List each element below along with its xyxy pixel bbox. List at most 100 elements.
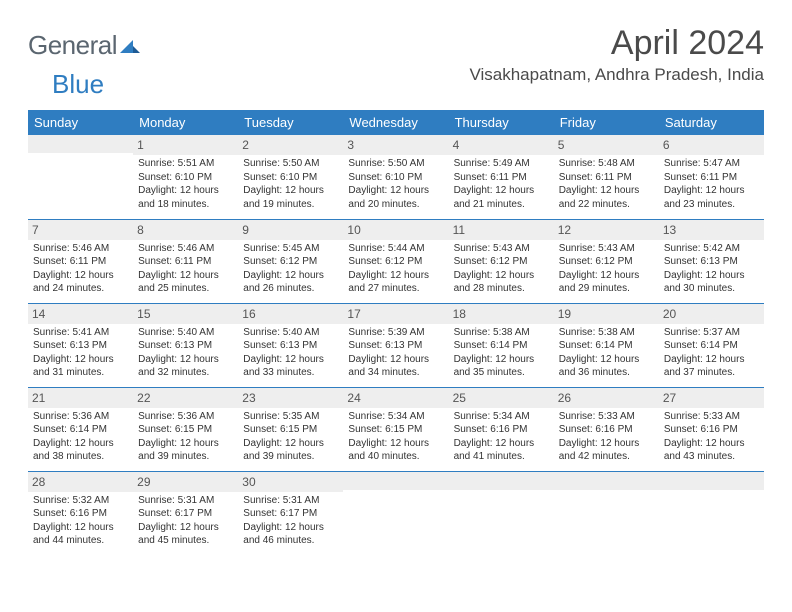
day-info-line: Sunrise: 5:40 AM	[243, 326, 338, 340]
day-info-line: Daylight: 12 hours	[559, 184, 654, 198]
day-info-line: and 38 minutes.	[33, 450, 128, 464]
day-info-line: Sunrise: 5:48 AM	[559, 157, 654, 171]
location: Visakhapatnam, Andhra Pradesh, India	[469, 65, 764, 85]
day-info-line: and 20 minutes.	[348, 198, 443, 212]
logo-word-2: Blue	[52, 69, 104, 99]
day-cell: 25Sunrise: 5:34 AMSunset: 6:16 PMDayligh…	[449, 387, 554, 471]
day-number: 5	[554, 135, 659, 155]
day-info-line: and 29 minutes.	[559, 282, 654, 296]
day-info-line: and 43 minutes.	[664, 450, 759, 464]
day-number: 26	[554, 388, 659, 408]
day-info-line: Sunset: 6:14 PM	[664, 339, 759, 353]
week-row: 7 Sunrise: 5:46 AMSunset: 6:11 PM Daylight…	[28, 219, 764, 303]
day-info-line: Sunset: 6:15 PM	[138, 423, 233, 437]
day-number: 27	[659, 388, 764, 408]
day-number: 12	[554, 220, 659, 240]
day-cell: 2Sunrise: 5:50 AMSunset: 6:10 PMDaylight…	[238, 135, 343, 219]
week-row: 28Sunrise: 5:32 AMSunset: 6:16 PMDayligh…	[28, 471, 764, 555]
day-number: 8	[133, 220, 238, 240]
week-row: 1Sunrise: 5:51 AMSunset: 6:10 PMDaylight…	[28, 135, 764, 219]
day-number: 21	[28, 388, 133, 408]
day-number: 10	[343, 220, 448, 240]
col-monday: Monday	[133, 110, 238, 135]
col-sunday: Sunday	[28, 110, 133, 135]
day-info-line: Sunset: 6:13 PM	[664, 255, 759, 269]
day-info-line: Sunrise: 5:34 AM	[454, 410, 549, 424]
col-wednesday: Wednesday	[343, 110, 448, 135]
day-cell	[659, 471, 764, 555]
day-info-line: Sunset: 6:13 PM	[348, 339, 443, 353]
day-info-line: Sunset: 6:11 PM	[33, 255, 128, 269]
day-cell: 7Sunrise: 5:46 AMSunset: 6:11 PMDaylight…	[28, 219, 133, 303]
day-number: 22	[133, 388, 238, 408]
day-number: 9	[238, 220, 343, 240]
day-cell: 9Sunrise: 5:45 AMSunset: 6:12 PMDaylight…	[238, 219, 343, 303]
day-cell	[28, 135, 133, 219]
day-info-line: and 46 minutes.	[243, 534, 338, 548]
day-info-line: and 23 minutes.	[664, 198, 759, 212]
day-number: 28	[28, 472, 133, 492]
col-thursday: Thursday	[449, 110, 554, 135]
day-number: 20	[659, 304, 764, 324]
day-info-line: and 22 minutes.	[559, 198, 654, 212]
day-info-line: Daylight: 12 hours	[454, 269, 549, 283]
day-info-line: Daylight: 12 hours	[243, 353, 338, 367]
day-number: 7	[28, 220, 133, 240]
day-info-line: Sunset: 6:12 PM	[559, 255, 654, 269]
day-cell: 17Sunrise: 5:39 AMSunset: 6:13 PMDayligh…	[343, 303, 448, 387]
logo: General	[28, 24, 143, 61]
day-info-line: and 34 minutes.	[348, 366, 443, 380]
day-info-line: and 25 minutes.	[138, 282, 233, 296]
day-info-line: Sunset: 6:13 PM	[138, 339, 233, 353]
day-info-line: Daylight: 12 hours	[243, 184, 338, 198]
day-info-line: Sunset: 6:16 PM	[664, 423, 759, 437]
day-info-line: Sunrise: 5:36 AM	[138, 410, 233, 424]
day-info-line: Sunrise: 5:50 AM	[348, 157, 443, 171]
day-info-line: Sunset: 6:11 PM	[559, 171, 654, 185]
week-row: 14Sunrise: 5:41 AMSunset: 6:13 PMDayligh…	[28, 303, 764, 387]
day-info-line: Sunrise: 5:46 AM	[33, 242, 128, 256]
day-info-line: Daylight: 12 hours	[559, 437, 654, 451]
day-cell: 29Sunrise: 5:31 AMSunset: 6:17 PMDayligh…	[133, 471, 238, 555]
day-info-line: Sunrise: 5:44 AM	[348, 242, 443, 256]
day-cell: 5 Sunrise: 5:48 AMSunset: 6:11 PMDaylight…	[554, 135, 659, 219]
day-info-line: Sunset: 6:12 PM	[454, 255, 549, 269]
day-info-line: Sunrise: 5:43 AM	[559, 242, 654, 256]
day-number	[28, 135, 133, 153]
day-info-line: and 28 minutes.	[454, 282, 549, 296]
day-cell: 12Sunrise: 5:43 AMSunset: 6:12 PMDayligh…	[554, 219, 659, 303]
day-cell: 28Sunrise: 5:32 AMSunset: 6:16 PMDayligh…	[28, 471, 133, 555]
day-info-line: Sunset: 6:10 PM	[138, 171, 233, 185]
day-info-line: Daylight: 12 hours	[138, 184, 233, 198]
day-info-line: and 35 minutes.	[454, 366, 549, 380]
day-cell: 3Sunrise: 5:50 AMSunset: 6:10 PMDaylight…	[343, 135, 448, 219]
day-info-line: Daylight: 12 hours	[138, 521, 233, 535]
day-info-line: Sunrise: 5:40 AM	[138, 326, 233, 340]
day-cell: 27Sunrise: 5:33 AMSunset: 6:16 PMDayligh…	[659, 387, 764, 471]
day-info-line: Sunset: 6:13 PM	[243, 339, 338, 353]
day-number	[554, 472, 659, 490]
day-cell: 24Sunrise: 5:34 AMSunset: 6:15 PMDayligh…	[343, 387, 448, 471]
day-info-line: Sunset: 6:17 PM	[138, 507, 233, 521]
day-info-line: Daylight: 12 hours	[454, 437, 549, 451]
title-block: April 2024 Visakhapatnam, Andhra Pradesh…	[469, 24, 764, 85]
day-info-line: Sunrise: 5:41 AM	[33, 326, 128, 340]
day-info-line: Sunrise: 5:38 AM	[559, 326, 654, 340]
day-info-line: Daylight: 12 hours	[664, 269, 759, 283]
day-number: 4	[449, 135, 554, 155]
day-info-line: Sunset: 6:10 PM	[348, 171, 443, 185]
day-info-line: Sunset: 6:17 PM	[243, 507, 338, 521]
week-row: 21Sunrise: 5:36 AMSunset: 6:14 PMDayligh…	[28, 387, 764, 471]
day-cell: 22Sunrise: 5:36 AMSunset: 6:15 PMDayligh…	[133, 387, 238, 471]
weekday-header-row: Sunday Monday Tuesday Wednesday Thursday…	[28, 110, 764, 135]
day-info-line: and 44 minutes.	[33, 534, 128, 548]
day-cell: 19Sunrise: 5:38 AMSunset: 6:14 PMDayligh…	[554, 303, 659, 387]
day-number: 1	[133, 135, 238, 155]
logo-triangle-icon	[119, 35, 141, 57]
day-info-line: and 30 minutes.	[664, 282, 759, 296]
day-info-line: Daylight: 12 hours	[348, 437, 443, 451]
day-info-line: Sunset: 6:13 PM	[33, 339, 128, 353]
logo-word-1: General	[28, 30, 117, 61]
day-info-line: Sunrise: 5:35 AM	[243, 410, 338, 424]
day-info-line: Daylight: 12 hours	[33, 353, 128, 367]
